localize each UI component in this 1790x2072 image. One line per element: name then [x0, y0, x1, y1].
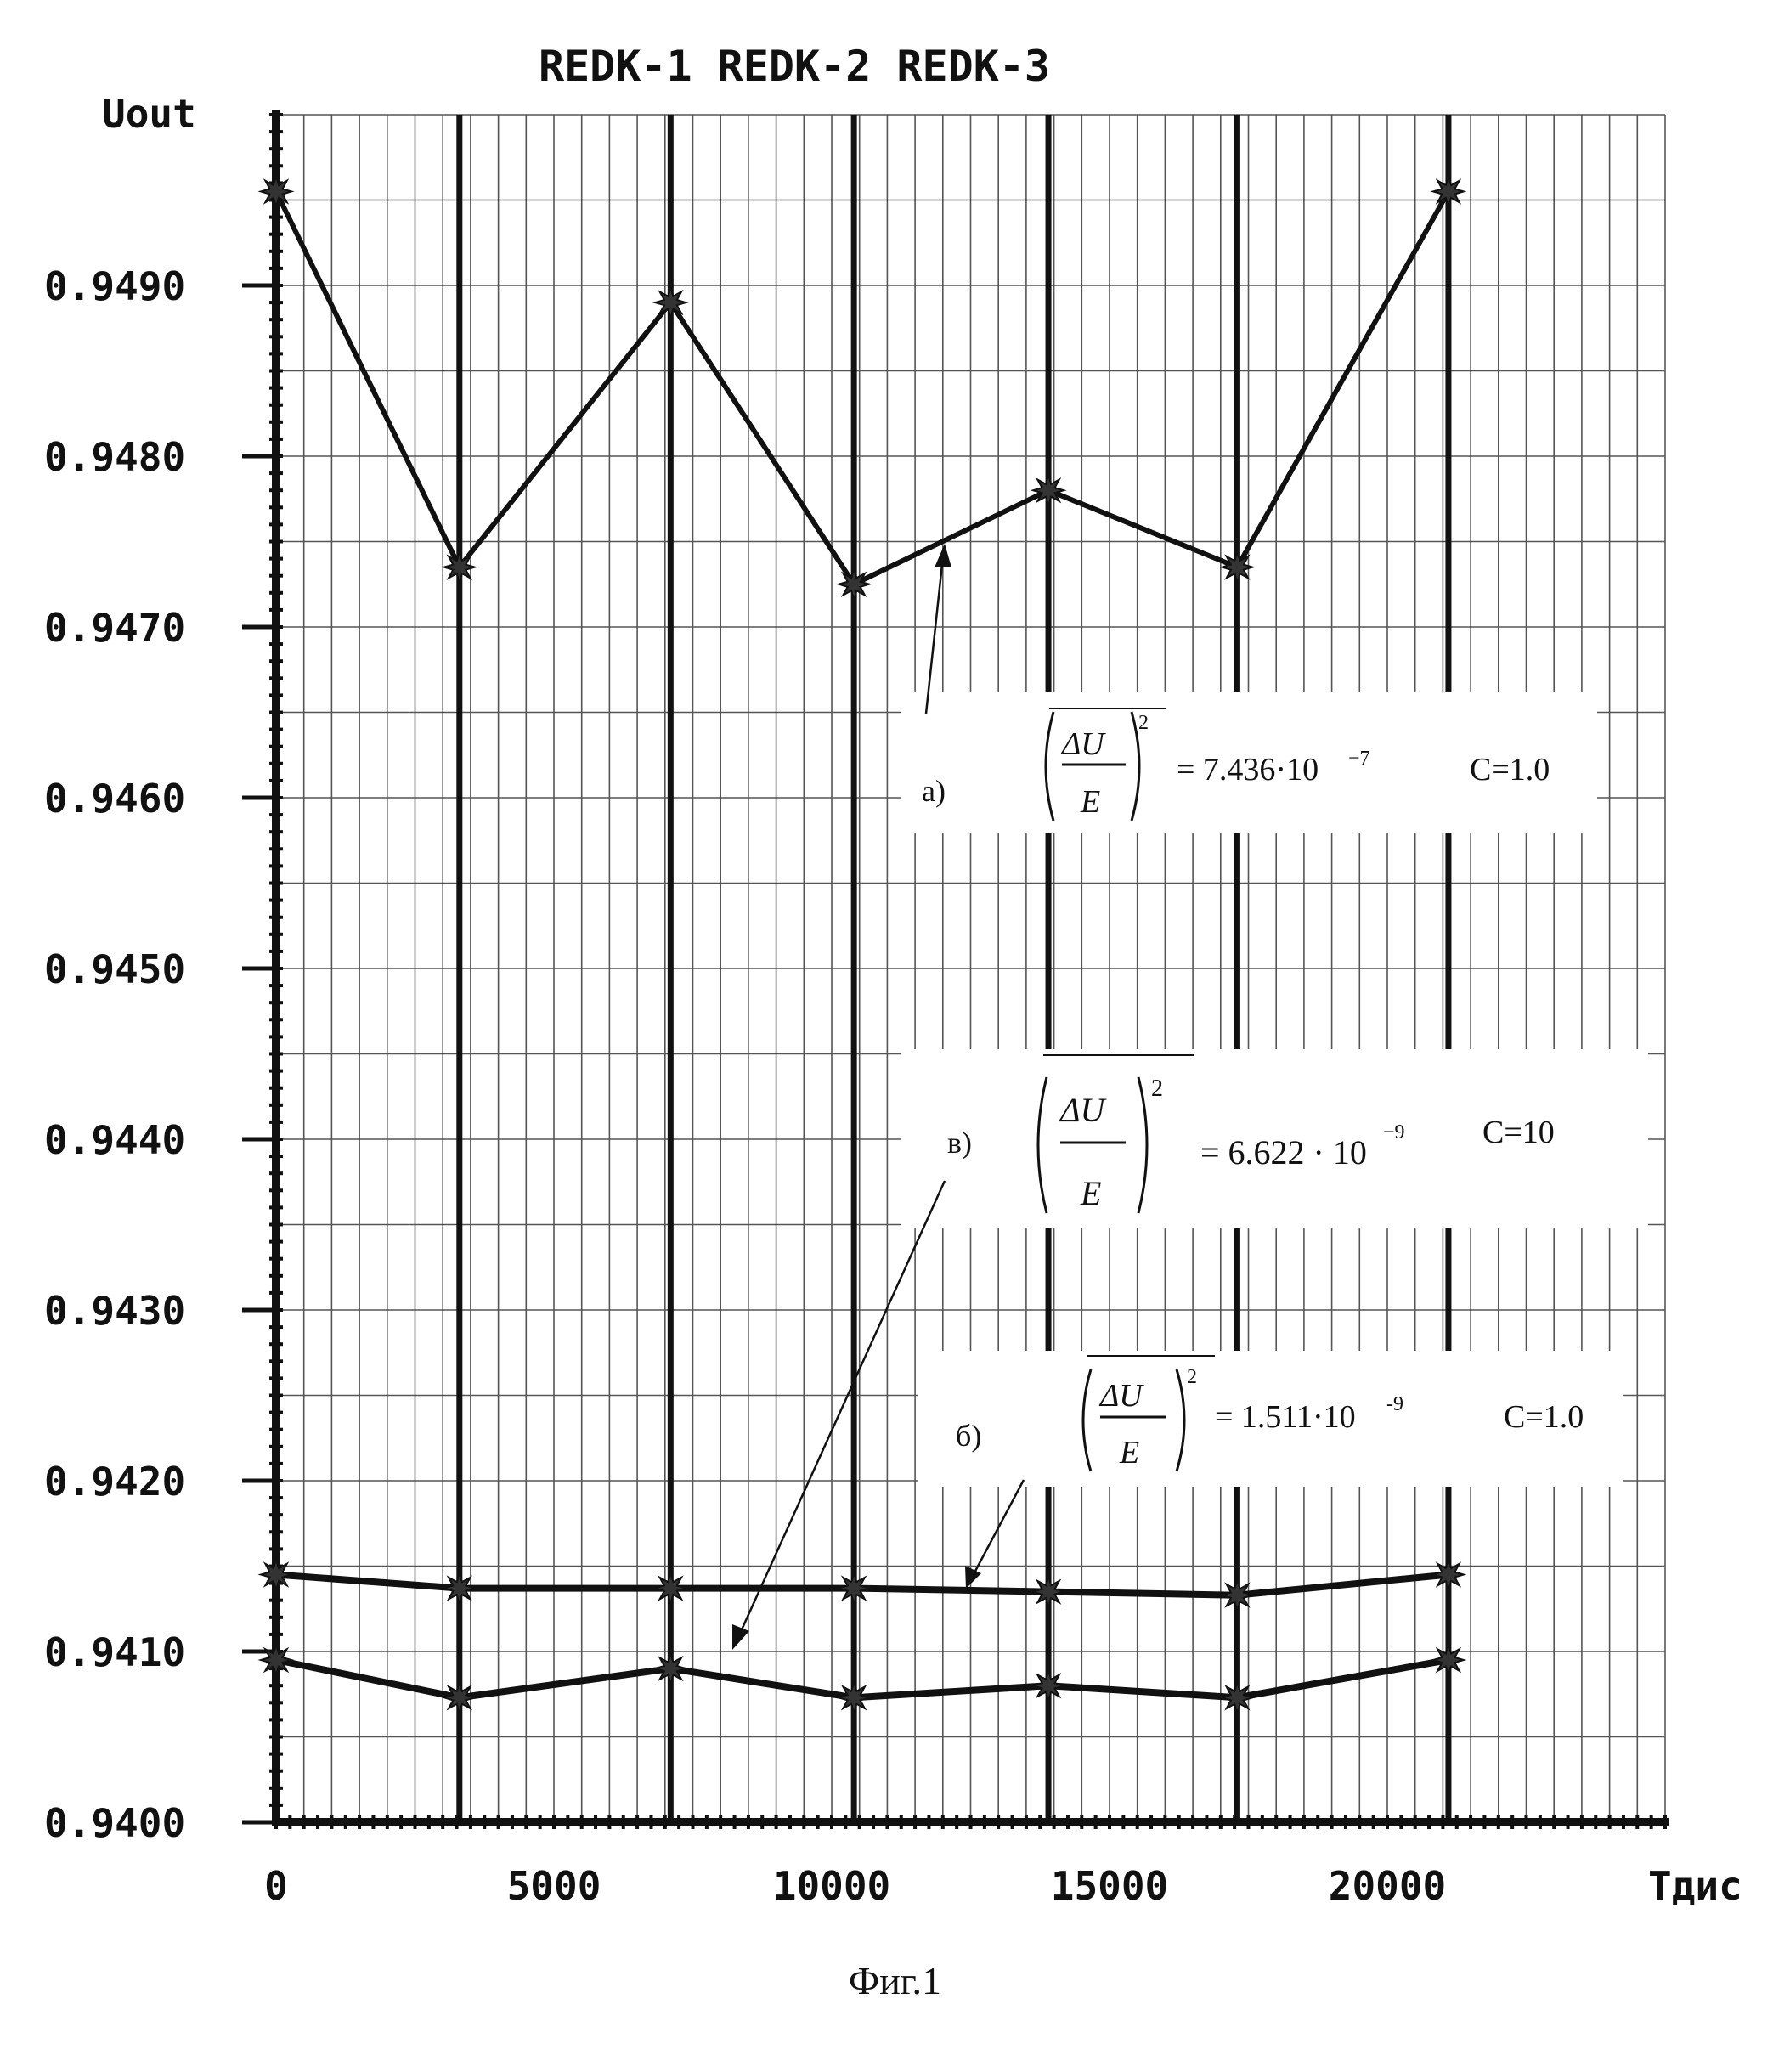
annotation-a-c: C=1.0 — [1470, 752, 1550, 788]
y-tick-label: 0.9470 — [44, 605, 185, 651]
x-tick-label: 15000 — [1051, 1863, 1168, 1909]
annotation-b-power: -9 — [1386, 1393, 1403, 1415]
data-point — [261, 1560, 291, 1590]
data-point — [839, 1682, 869, 1713]
annotation-a-exp: 2 — [1138, 712, 1149, 734]
data-point — [839, 1573, 869, 1604]
data-point — [1222, 552, 1252, 583]
y-tick-label: 0.9450 — [44, 946, 185, 992]
x-tick-label: 5000 — [507, 1863, 601, 1909]
y-tick-label: 0.9460 — [44, 776, 185, 821]
data-point — [1222, 1580, 1252, 1611]
data-point — [261, 1645, 291, 1675]
data-point — [1433, 176, 1464, 206]
annotation-v-exp: 2 — [1151, 1076, 1163, 1102]
annotation-v-label: в) — [947, 1126, 972, 1160]
data-point — [1222, 1682, 1252, 1713]
annotation-v-power: −9 — [1383, 1121, 1405, 1143]
annotation-v-value: = 6.622 · 10 — [1200, 1133, 1367, 1171]
y-axis-label: Uout — [102, 91, 196, 137]
y-tick-label: 0.9480 — [44, 434, 185, 480]
data-point — [655, 287, 686, 318]
annotation-a-delta: ΔU — [1060, 726, 1106, 762]
annotation-a-value: = 7.436·10 — [1177, 752, 1319, 788]
x-tick-label: 0 — [264, 1863, 288, 1909]
y-tick-label: 0.9440 — [44, 1117, 185, 1163]
data-point — [1033, 475, 1064, 505]
data-point — [1033, 1577, 1064, 1607]
y-tick-label: 0.9490 — [44, 263, 185, 309]
annotation-a-denom: E — [1080, 784, 1100, 820]
y-tick-label: 0.9400 — [44, 1800, 185, 1846]
data-point — [444, 1573, 475, 1604]
data-point — [261, 176, 291, 206]
annotation-a-power: −7 — [1348, 748, 1370, 770]
data-point — [655, 1653, 686, 1684]
y-tick-label: 0.9420 — [44, 1459, 185, 1505]
data-point — [1033, 1670, 1064, 1701]
data-point — [444, 1682, 475, 1713]
annotation-b-label: б) — [956, 1419, 981, 1453]
data-point — [655, 1573, 686, 1604]
y-tick-label: 0.9410 — [44, 1629, 185, 1675]
annotation-b-value: = 1.511·10 — [1215, 1399, 1356, 1435]
x-tick-label: 10000 — [773, 1863, 890, 1909]
annotation-b-exp: 2 — [1187, 1366, 1197, 1388]
data-point — [1433, 1560, 1464, 1590]
x-axis-label: Tдис — [1648, 1863, 1742, 1909]
annotation-b-c: C=1.0 — [1504, 1399, 1584, 1435]
figure-caption: Фиг.1 — [0, 1958, 1790, 2003]
data-point — [444, 552, 475, 583]
chart-title: REDK-1 REDK-2 REDK-3 — [539, 42, 1050, 91]
annotation-v-denom: E — [1080, 1174, 1101, 1212]
annotation-a-label: а) — [922, 774, 946, 808]
annotation-b-delta: ΔU — [1098, 1378, 1144, 1414]
annotation-b-denom: E — [1119, 1435, 1139, 1471]
data-point — [839, 569, 869, 600]
x-tick-label: 20000 — [1329, 1863, 1446, 1909]
annotation-v-delta: ΔU — [1059, 1091, 1107, 1129]
annotation-v-c: C=10 — [1482, 1115, 1555, 1150]
data-point — [1433, 1645, 1464, 1675]
y-tick-label: 0.9430 — [44, 1288, 185, 1334]
